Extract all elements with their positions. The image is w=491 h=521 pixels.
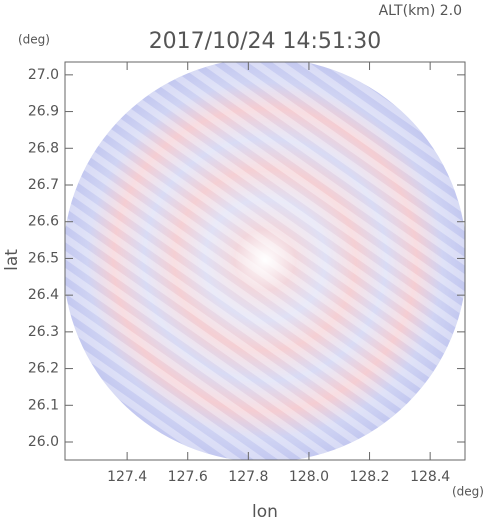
y-unit: (deg) bbox=[18, 33, 50, 47]
x-tick-label: 127.4 bbox=[107, 469, 147, 485]
y-axis-label: lat bbox=[2, 249, 22, 271]
x-tick-label: 128.2 bbox=[349, 469, 389, 485]
y-tick-label: 26.4 bbox=[28, 287, 59, 303]
radar-field bbox=[65, 62, 465, 460]
y-tick-label: 26.3 bbox=[28, 324, 59, 340]
x-tick-label: 128.4 bbox=[410, 469, 450, 485]
y-tick-label: 26.2 bbox=[28, 361, 59, 377]
x-tick-label: 127.6 bbox=[168, 469, 208, 485]
y-tick-label: 26.8 bbox=[28, 140, 59, 156]
y-tick-label: 26.9 bbox=[28, 104, 59, 120]
y-tick-label: 26.6 bbox=[28, 214, 59, 230]
y-tick-label: 26.0 bbox=[28, 434, 59, 450]
x-unit: (deg) bbox=[452, 485, 484, 499]
x-tick-label: 128.0 bbox=[289, 469, 329, 485]
y-tick-label: 26.1 bbox=[28, 397, 59, 413]
plot-frame bbox=[64, 61, 466, 461]
y-tick-label: 26.5 bbox=[28, 250, 59, 266]
y-tick-label: 27.0 bbox=[28, 67, 59, 83]
x-tick-label: 127.8 bbox=[228, 469, 268, 485]
subtitle: ALT(km) 2.0 bbox=[379, 3, 462, 19]
y-tick-label: 26.7 bbox=[28, 177, 59, 193]
x-axis-label: lon bbox=[252, 502, 278, 521]
chart-title: 2017/10/24 14:51:30 bbox=[149, 29, 382, 54]
